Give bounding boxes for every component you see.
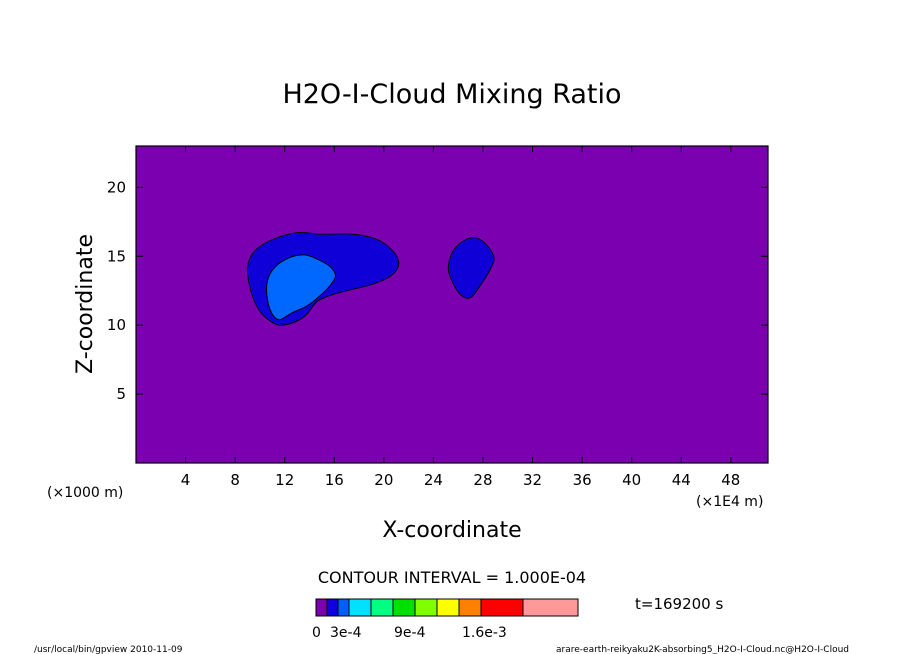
colorbar-swatch — [436, 598, 460, 617]
x-unit-left: (×1000 m) — [47, 485, 123, 501]
y-tick-label: 10 — [107, 316, 126, 334]
footer-left: /usr/local/bin/gpview 2010-11-09 — [34, 645, 183, 654]
colorbar-swatch — [392, 598, 416, 617]
x-tick-label: 8 — [230, 471, 240, 489]
x-axis-label: X-coordinate — [382, 518, 521, 543]
x-tick-label: 32 — [523, 471, 542, 489]
colorbar — [315, 598, 579, 617]
colorbar-swatch — [315, 598, 328, 617]
colorbar-swatch — [414, 598, 438, 617]
y-tick-label: 5 — [116, 385, 126, 403]
x-tick-label: 40 — [622, 471, 641, 489]
contour-interval: CONTOUR INTERVAL = 1.000E-04 — [318, 568, 586, 587]
contour-region-3 — [266, 254, 337, 321]
x-tick-label: 48 — [721, 471, 740, 489]
footer-right: arare-earth-reikyaku2K-absorbing5_H2O-I-… — [556, 645, 849, 654]
contour-region-2 — [447, 237, 495, 299]
x-tick-label: 12 — [275, 471, 294, 489]
plot-area — [136, 146, 768, 463]
x-tick-label: 44 — [672, 471, 691, 489]
colorbar-swatch — [458, 598, 482, 617]
colorbar-swatch — [370, 598, 394, 617]
x-tick-label: 28 — [473, 471, 492, 489]
plot-frame — [135, 145, 769, 464]
colorbar-swatch — [480, 598, 524, 617]
colorbar-swatch — [522, 598, 579, 617]
x-tick-label: 20 — [374, 471, 393, 489]
x-axis-ticks: 4 8 12 16 20 24 28 32 36 40 44 48 — [181, 146, 740, 489]
time-label: t=169200 s — [635, 595, 723, 613]
colorbar-label: 0 — [312, 625, 321, 641]
contour-regions — [246, 232, 495, 326]
y-tick-label: 20 — [107, 178, 126, 196]
x-tick-label: 36 — [573, 471, 592, 489]
colorbar-labels: 0 3e-4 9e-4 1.6e-3 — [312, 625, 507, 641]
chart-title: H2O-I-Cloud Mixing Ratio — [282, 79, 621, 110]
colorbar-label: 9e-4 — [394, 625, 426, 641]
x-tick-label: 4 — [181, 471, 191, 489]
colorbar-swatch — [326, 598, 339, 617]
colorbar-label: 3e-4 — [330, 625, 362, 641]
x-tick-label: 24 — [424, 471, 443, 489]
colorbar-swatch — [337, 598, 350, 617]
colorbar-swatch — [348, 598, 372, 617]
colorbar-label: 1.6e-3 — [462, 625, 507, 641]
y-tick-label: 15 — [107, 247, 126, 265]
y-axis-label: Z-coordinate — [73, 234, 98, 374]
x-tick-label: 16 — [325, 471, 344, 489]
y-axis-ticks: 5 10 15 20 — [107, 178, 768, 403]
x-unit-right: (×1E4 m) — [696, 494, 763, 510]
